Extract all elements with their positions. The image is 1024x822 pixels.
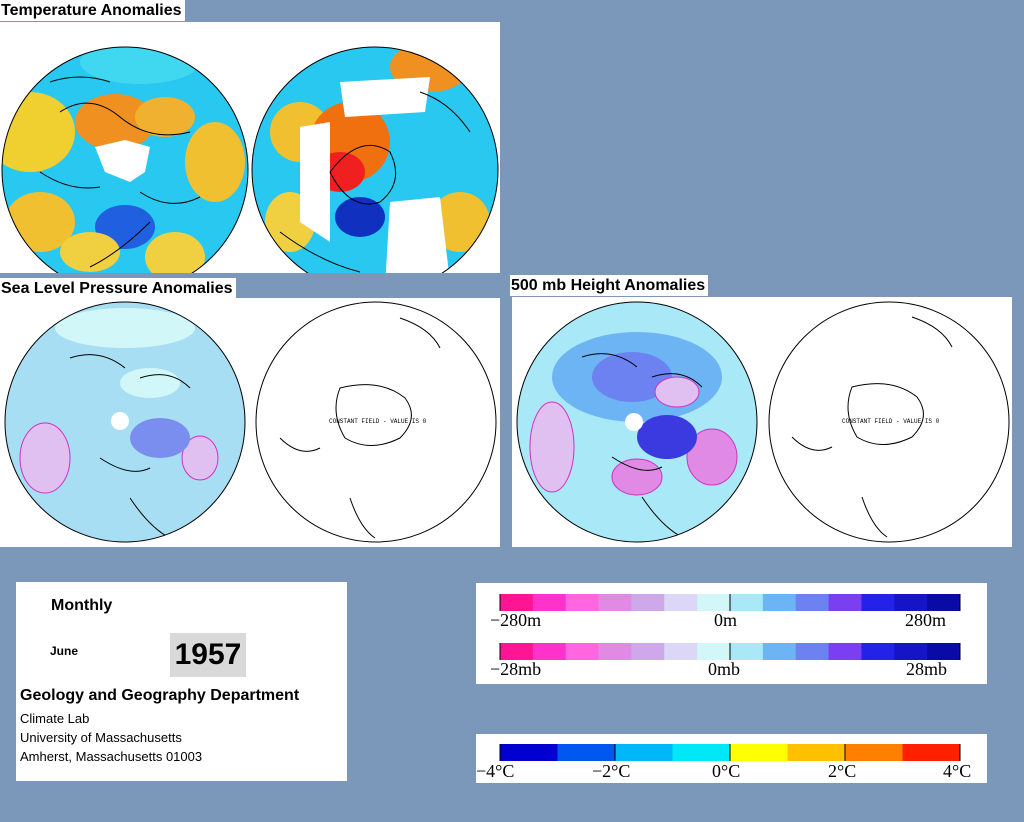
- height-colorbar-segment: [927, 594, 961, 611]
- slp-panel: CONSTANT FIELD - VALUE IS 0: [0, 298, 500, 547]
- pressure-colorbar-segment: [894, 643, 928, 660]
- temperature-colorbar-segment: [615, 744, 673, 761]
- height-colorbar-segment: [631, 594, 665, 611]
- temperature-north-globe: [2, 47, 248, 293]
- height-colorbar-segment: [894, 594, 928, 611]
- temp-scale-plus4: 4°C: [943, 761, 972, 781]
- temperature-south-globe: [252, 47, 498, 293]
- height-colorbar-segment: [795, 594, 830, 611]
- pressure-colorbar-segment: [762, 643, 797, 660]
- pressure-colorbar-segment: [598, 643, 632, 660]
- height-colorbar-segment: [828, 594, 862, 611]
- pressure-colorbar-segment: [565, 643, 600, 660]
- pressure-colorbar-segment: [500, 643, 534, 660]
- temperature-colorbar-segment: [902, 744, 961, 761]
- pressure-colorbar-segment: [664, 643, 698, 660]
- temp-scale-minus2: −2°C: [592, 761, 631, 781]
- pressure-colorbar-segment: [828, 643, 862, 660]
- temp-scale-zero: 0°C: [712, 761, 741, 781]
- height-colorbar-segment: [762, 594, 797, 611]
- pressure-colorbar-segment: [631, 643, 665, 660]
- pressure-colorbar-segment: [927, 643, 961, 660]
- height-colorbar-segment: [598, 594, 632, 611]
- department-label: Geology and Geography Department: [20, 687, 300, 704]
- slp-constant-label: CONSTANT FIELD - VALUE IS 0: [329, 418, 427, 425]
- height-scale-right: 280m: [905, 610, 947, 630]
- pressure-colorbar-segment: [730, 643, 764, 660]
- temp-scale-plus2: 2°C: [828, 761, 857, 781]
- temperature-colorbar-segment: [557, 744, 616, 761]
- temperature-colorbar-segment: [672, 744, 731, 761]
- height500-constant-label: CONSTANT FIELD - VALUE IS 0: [842, 418, 940, 425]
- pressure-colorbar-segment: [795, 643, 830, 660]
- temperature-scale-box: −4°C −2°C 0°C 2°C 4°C: [476, 734, 987, 783]
- month-label: June: [50, 644, 79, 658]
- height-colorbar-segment: [565, 594, 600, 611]
- height-scale-left: −280m: [490, 610, 542, 630]
- height500-maps: [516, 301, 1010, 543]
- info-box: Monthly June 1957 Geology and Geography …: [16, 582, 347, 781]
- height-colorbar-segment: [730, 594, 764, 611]
- height-colorbar-segment: [532, 594, 567, 611]
- height-colorbar-segment: [664, 594, 698, 611]
- pressure-scale-center: 0mb: [708, 659, 741, 679]
- height500-south-globe: [768, 301, 1010, 543]
- height500-north-globe: [517, 302, 757, 542]
- temperature-colorbar: [499, 744, 961, 761]
- pressure-scale-left: −28mb: [490, 659, 542, 679]
- lab-label: Climate Lab: [20, 711, 90, 726]
- height500-title: 500 mb Height Anomalies: [510, 275, 709, 296]
- pressure-colorbar-segment: [697, 643, 731, 660]
- pressure-scale-right: 28mb: [906, 659, 948, 679]
- temperature-colorbar-segment: [787, 744, 846, 761]
- temperature-colorbar-segment: [500, 744, 558, 761]
- temperature-panel: [0, 22, 500, 294]
- temperature-colorbar-segment: [730, 744, 788, 761]
- slp-title: Sea Level Pressure Anomalies: [0, 278, 236, 299]
- height-scale-center: 0m: [714, 610, 738, 630]
- height500-panel: CONSTANT FIELD - VALUE IS 0: [512, 297, 1012, 547]
- slp-north-globe: [5, 302, 245, 542]
- period-label: Monthly: [51, 597, 113, 614]
- pressure-colorbar-segment: [861, 643, 895, 660]
- address-label: Amherst, Massachusetts 01003: [20, 749, 203, 764]
- slp-maps: [4, 301, 497, 543]
- slp-south-globe: [255, 301, 497, 543]
- temperature-colorbar-segment: [845, 744, 903, 761]
- anomaly-scale-box: −280m 0m 280m −28mb 0mb 28mb: [476, 583, 987, 684]
- temperature-maps: [1, 46, 499, 294]
- height-colorbar-segment: [697, 594, 731, 611]
- anomaly-colorbars: [499, 594, 961, 660]
- height-colorbar-segment: [500, 594, 534, 611]
- height-colorbar-segment: [861, 594, 895, 611]
- temperature-title: Temperature Anomalies: [0, 0, 185, 21]
- pressure-colorbar-segment: [532, 643, 567, 660]
- temp-scale-minus4: −4°C: [476, 761, 515, 781]
- university-label: University of Massachusetts: [20, 730, 182, 745]
- year-label: 1957: [170, 633, 246, 677]
